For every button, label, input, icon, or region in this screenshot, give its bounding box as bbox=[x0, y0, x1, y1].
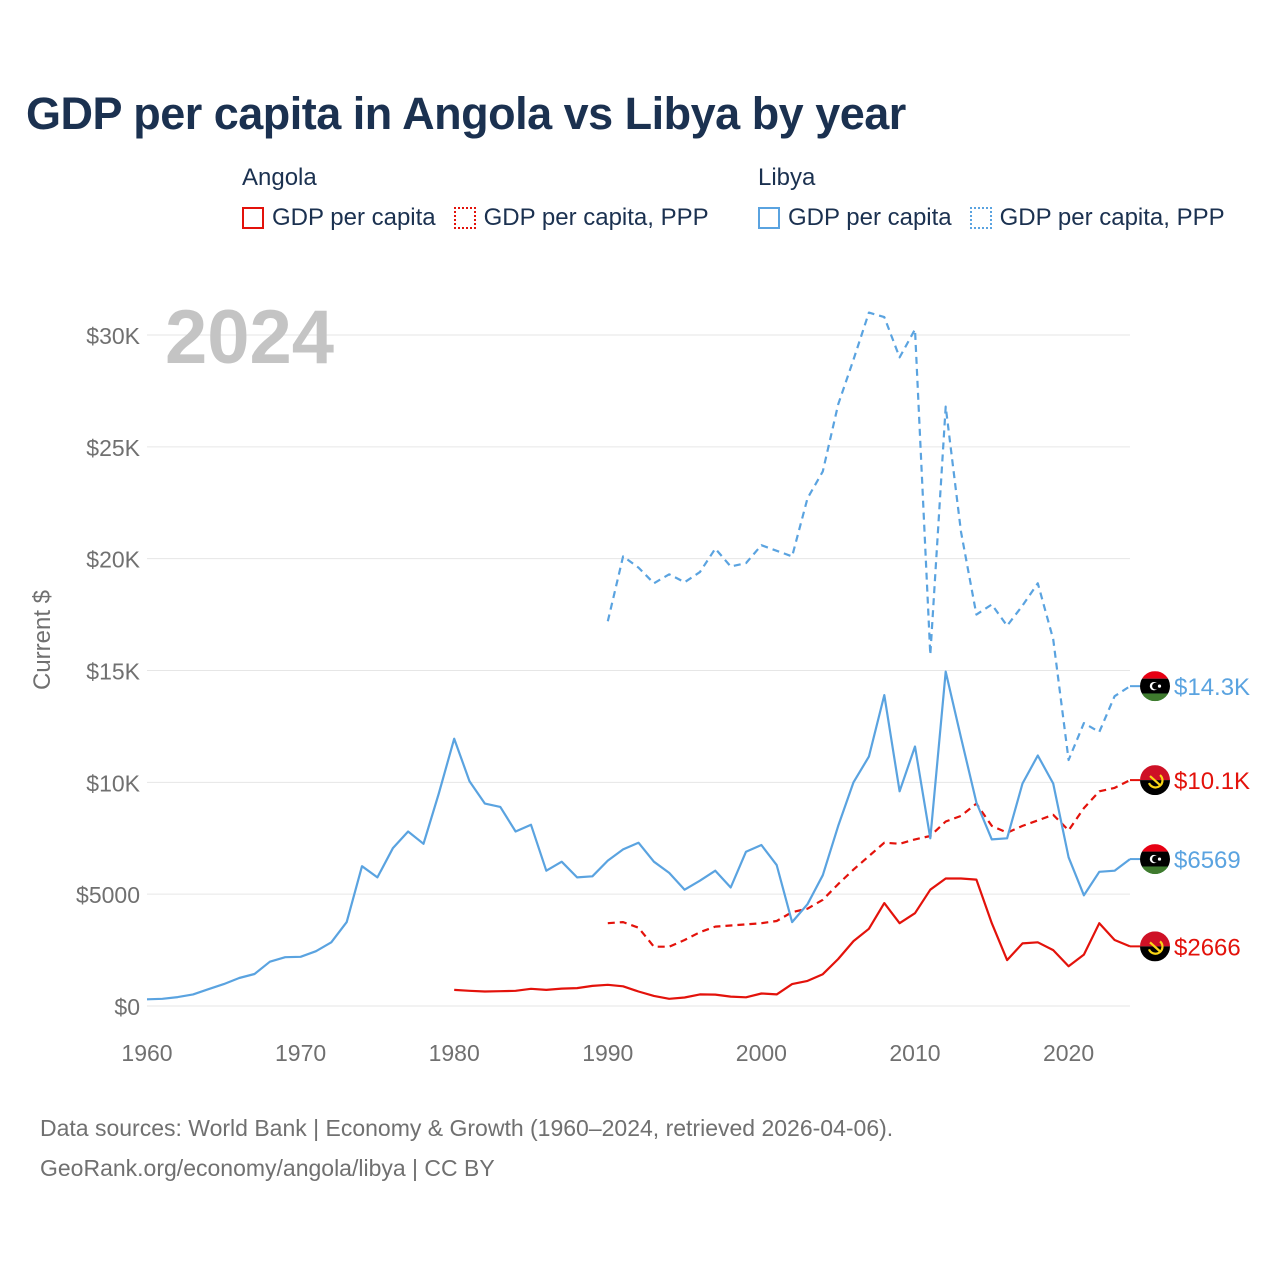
legend-item-label: GDP per capita bbox=[272, 204, 436, 231]
series-line-angola-gdp-per-capita[interactable] bbox=[454, 877, 1131, 1000]
y-tick-label: $15K bbox=[86, 659, 140, 685]
x-tick-label: 2000 bbox=[736, 1040, 787, 1066]
end-value-label: $2666 bbox=[1174, 934, 1241, 961]
legend-country-label: Libya bbox=[758, 164, 816, 191]
y-axis-label: Current $ bbox=[29, 590, 56, 690]
legend-item-angola-gdp[interactable]: GDP per capita bbox=[242, 204, 436, 232]
x-tick-label: 1990 bbox=[582, 1040, 633, 1066]
x-tick-label: 1970 bbox=[275, 1040, 326, 1066]
legend-swatch bbox=[758, 207, 780, 229]
legend-item-label: GDP per capita bbox=[788, 204, 952, 231]
end-value-label: $14.3K bbox=[1174, 674, 1250, 701]
libya-flag-icon bbox=[1140, 671, 1170, 702]
x-tick-label: 2020 bbox=[1043, 1040, 1094, 1066]
legend-item-libya-ppp[interactable]: GDP per capita, PPP bbox=[969, 204, 1225, 232]
series-line-angola-gdp-per-capita-ppp[interactable] bbox=[607, 779, 1131, 948]
series-line-libya-gdp-per-capita[interactable] bbox=[146, 670, 1131, 1001]
y-tick-label: $10K bbox=[86, 770, 140, 796]
legend-libya: Libya GDP per capita GDP per capita, PPP bbox=[758, 164, 1225, 232]
legend-swatch bbox=[969, 207, 992, 229]
x-tick-label: 1980 bbox=[429, 1040, 480, 1066]
legend-item-label: GDP per capita, PPP bbox=[483, 204, 709, 231]
legend-item-angola-ppp[interactable]: GDP per capita, PPP bbox=[453, 204, 709, 232]
y-tick-label: $30K bbox=[86, 323, 140, 349]
x-tick-label: 2010 bbox=[889, 1040, 940, 1066]
legend-angola: Angola GDP per capita GDP per capita, PP… bbox=[242, 164, 709, 232]
legend-country-label: Angola bbox=[242, 164, 317, 191]
legend-swatch bbox=[453, 207, 476, 229]
end-value-label: $10.1K bbox=[1174, 768, 1250, 795]
x-tick-label: 1960 bbox=[121, 1040, 172, 1066]
legend-item-label: GDP per capita, PPP bbox=[999, 204, 1225, 231]
angola-flag-icon bbox=[1140, 931, 1170, 962]
end-value-label: $6569 bbox=[1174, 847, 1241, 874]
series-line-libya-gdp-per-capita-ppp[interactable] bbox=[606, 311, 1131, 762]
angola-flag-icon bbox=[1140, 765, 1170, 796]
year-label: 2024 bbox=[165, 295, 334, 380]
legend-swatch bbox=[242, 207, 264, 229]
source-line-1: Data sources: World Bank | Economy & Gro… bbox=[40, 1115, 894, 1141]
source-line-2[interactable]: GeoRank.org/economy/angola/libya | CC BY bbox=[40, 1155, 495, 1181]
y-tick-label: $0 bbox=[114, 994, 140, 1020]
source-note: Data sources: World Bank | Economy & Gro… bbox=[40, 1108, 893, 1188]
chart-title: GDP per capita in Angola vs Libya by yea… bbox=[26, 88, 906, 139]
y-tick-label: $20K bbox=[86, 547, 140, 573]
y-tick-label: $5000 bbox=[76, 882, 140, 908]
libya-flag-icon bbox=[1140, 844, 1170, 875]
y-tick-label: $25K bbox=[86, 435, 140, 461]
legend-item-libya-gdp[interactable]: GDP per capita bbox=[758, 204, 952, 232]
